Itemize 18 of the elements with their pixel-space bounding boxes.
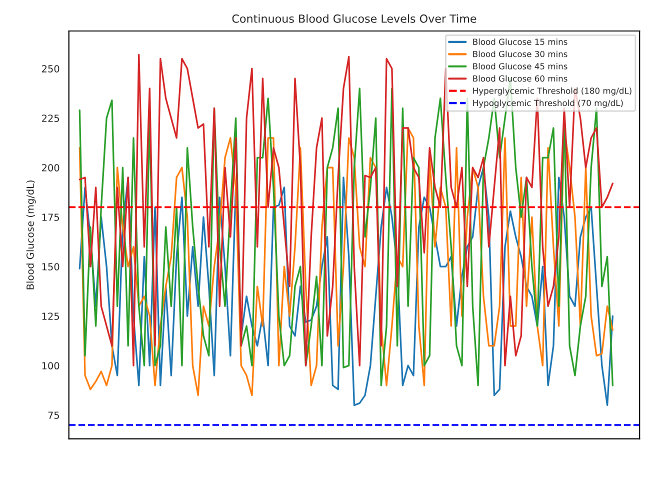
y-axis-title: Blood Glucose (mg/dL) — [26, 180, 36, 290]
legend-label: Hypoglycemic Threshold (70 mg/dL) — [473, 100, 623, 108]
y-tick-label: 100 — [42, 362, 60, 370]
y-tick-label: 75 — [48, 412, 60, 419]
y-tick-label: 225 — [42, 114, 60, 122]
chart-title: Continuous Blood Glucose Levels Over Time — [232, 14, 476, 23]
y-tick-label: 175 — [42, 214, 60, 221]
y-tick-label: 150 — [42, 263, 60, 270]
y-tick-label: 125 — [42, 312, 60, 320]
legend-label: Blood Glucose 15 mins — [473, 38, 568, 45]
y-tick-label: 250 — [42, 65, 60, 72]
line-series — [78, 166, 614, 406]
legend-label: Blood Glucose 45 mins — [473, 62, 568, 70]
y-tick-label: 200 — [42, 164, 60, 172]
legend-label: Hyperglycemic Threshold (180 mg/dL) — [473, 87, 632, 96]
legend-label: Blood Glucose 30 mins — [473, 50, 568, 58]
line-series — [78, 127, 614, 396]
legend-label: Blood Glucose 60 mins — [473, 75, 568, 82]
